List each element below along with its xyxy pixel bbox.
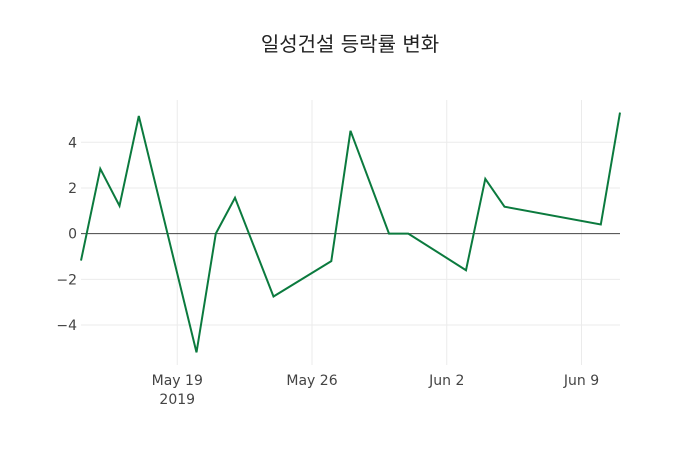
y-tick-label: 0	[68, 227, 77, 243]
x-tick-label: Jun 9	[563, 373, 599, 389]
y-tick-label: −4	[56, 318, 77, 334]
x-tick-label: May 19	[152, 373, 203, 389]
gridlines	[81, 100, 620, 365]
data-line	[80, 112, 621, 353]
y-tick-label: 4	[68, 135, 77, 151]
y-tick-label: −2	[56, 272, 77, 288]
chart-title: 일성건설 등락률 변화	[260, 32, 440, 56]
x-tick-label: Jun 2	[428, 373, 464, 389]
x-tick-label: May 26	[286, 373, 337, 389]
x-tick-sublabel: 2019	[159, 392, 195, 408]
y-axis-ticks: −4 −2 0 2 4	[56, 135, 77, 334]
series-line	[80, 112, 621, 353]
x-axis-ticks: May 19 2019 May 26 Jun 2 Jun 9	[152, 373, 599, 408]
y-tick-label: 2	[68, 181, 77, 197]
